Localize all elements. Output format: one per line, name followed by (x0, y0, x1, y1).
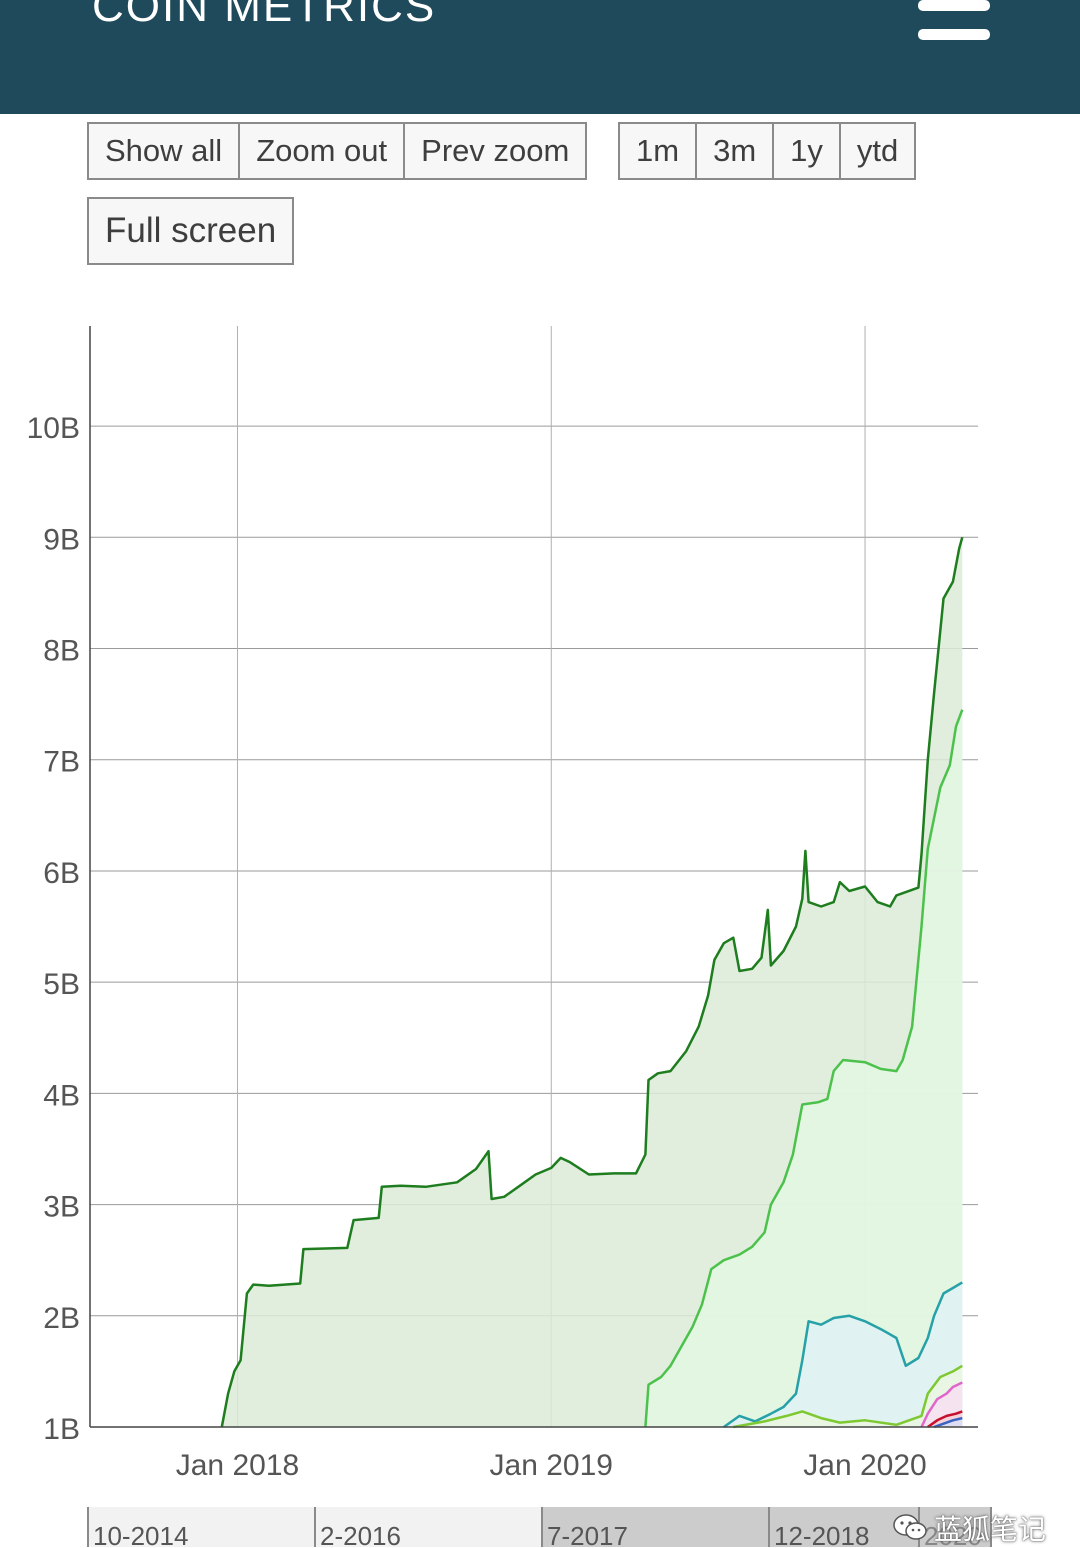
range-3m-button[interactable]: 3m (697, 124, 775, 178)
range-1m-button[interactable]: 1m (620, 124, 698, 178)
series-line (933, 1416, 963, 1429)
series-area (723, 1282, 963, 1427)
navigator-label: 12-2018 (768, 1507, 918, 1547)
chart-area[interactable]: 1B 2B 3B 4B 5B 6B 7B 8B 9B 10B Jan 2018 Jan 2019 Jan… (0, 300, 1080, 1500)
series-line (220, 536, 964, 1428)
series-line (723, 1281, 963, 1429)
x-tick-label: Jan 2020 (803, 1449, 926, 1482)
y-tick-label: 9B (43, 523, 80, 556)
series-line (927, 1410, 963, 1429)
x-tick-label: Jan 2019 (490, 1449, 613, 1482)
navigator-label: 2-2016 (314, 1507, 541, 1547)
full-screen-group: Full screen (87, 197, 295, 265)
x-tick-label: Jan 2018 (176, 1449, 299, 1482)
prev-zoom-button[interactable]: Prev zoom (405, 124, 586, 178)
show-all-button[interactable]: Show all (89, 124, 241, 178)
y-tick-label: 7B (43, 746, 80, 779)
y-tick-label: 10B (27, 412, 80, 445)
zoom-out-button[interactable]: Zoom out (240, 124, 406, 178)
range-1y-button[interactable]: 1y (774, 124, 841, 178)
navigator-label: 10-2014 (87, 1507, 314, 1547)
watermark-text: 蓝狐笔记 (934, 1513, 1047, 1546)
series-area (645, 709, 963, 1427)
app-header: COIN METRICS (0, 0, 1080, 114)
y-tick-label: 3B (43, 1191, 80, 1224)
range-navigator[interactable]: 10-2014 2-2016 7-2017 12-2018 2020 (0, 1507, 1080, 1547)
y-tick-label: 5B (43, 968, 80, 1001)
series-line (644, 709, 964, 1428)
watermark: 蓝狐笔记 (892, 1510, 1046, 1546)
full-screen-button[interactable]: Full screen (89, 199, 293, 263)
series-line (920, 1381, 963, 1428)
brand-logo[interactable]: COIN METRICS (92, 0, 437, 31)
range-button-group: 1m 3m 1y ytd (618, 122, 917, 180)
wechat-icon (893, 1514, 927, 1540)
y-tick-label: 2B (43, 1302, 80, 1335)
y-tick-label: 4B (43, 1079, 80, 1112)
range-ytd-button[interactable]: ytd (840, 124, 915, 178)
y-tick-label: 8B (43, 635, 80, 668)
y-tick-label: 1B (43, 1413, 80, 1446)
y-tick-label: 6B (43, 857, 80, 890)
navigator-label: 7-2017 (541, 1507, 768, 1547)
hamburger-menu-icon[interactable] (918, 0, 990, 42)
zoom-button-group: Show all Zoom out Prev zoom (87, 122, 588, 180)
navigator-label: 2020 (918, 1507, 992, 1547)
series-line (733, 1364, 963, 1429)
